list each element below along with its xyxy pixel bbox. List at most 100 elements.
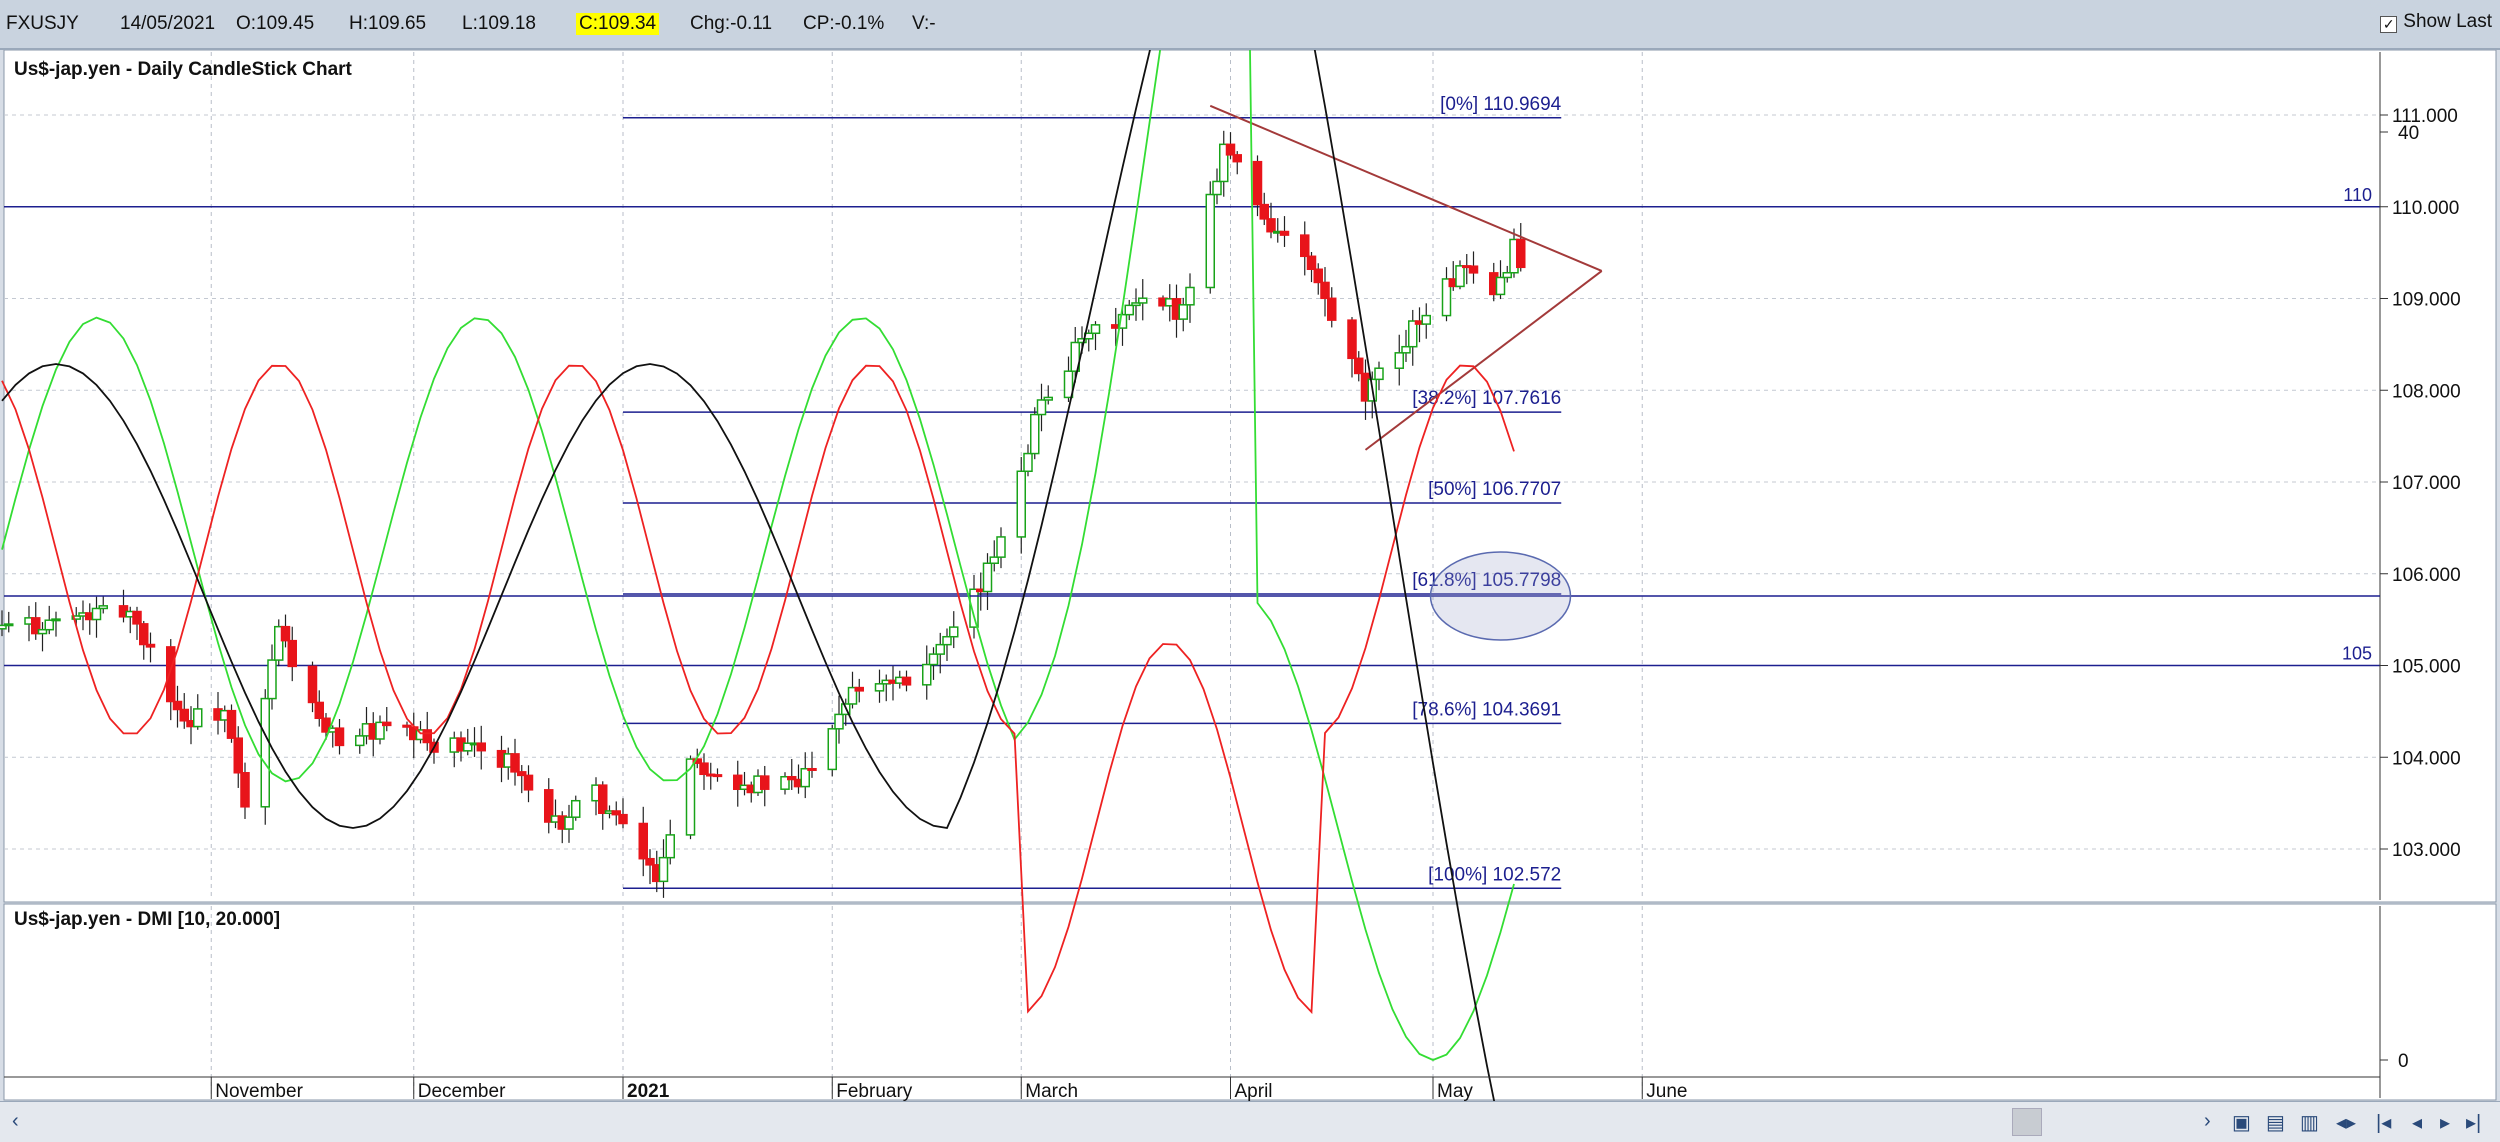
- scroll-right-button[interactable]: ›: [2204, 1110, 2211, 1132]
- fib-label: [0%] 110.9694: [1440, 94, 1562, 115]
- candle-body: [1036, 399, 1047, 416]
- candle-body: [1327, 297, 1337, 321]
- candle-body: [847, 686, 858, 705]
- candle-body: [1023, 452, 1033, 473]
- dmi-tick-label: 40: [2398, 123, 2419, 144]
- candle-body: [935, 643, 945, 655]
- price-tick-label: 108.000: [2392, 381, 2461, 402]
- previous-icon[interactable]: ◂: [2412, 1112, 2423, 1134]
- candle-body: [1495, 276, 1506, 296]
- candle-body: [355, 735, 365, 747]
- month-label: May: [1437, 1081, 1473, 1101]
- candle-body: [31, 617, 41, 635]
- candle-body: [1063, 370, 1074, 399]
- candle-body: [1516, 238, 1526, 269]
- dmi-plus-line: [1, 50, 1515, 1061]
- zoom-icon[interactable]: ▥: [2300, 1112, 2319, 1134]
- candle-body: [226, 709, 237, 739]
- candle-body: [1313, 268, 1323, 284]
- candle-body: [611, 810, 621, 816]
- fib-label: [61.8%] 105.7798: [1412, 570, 1561, 591]
- candle-body: [928, 653, 939, 666]
- print-icon[interactable]: ▣: [2232, 1112, 2251, 1134]
- candle-body: [1016, 470, 1026, 538]
- price-chart-title: Us$-jap.yen - Daily CandleStick Chart: [14, 59, 353, 80]
- candle-body: [0, 624, 7, 630]
- candle-body: [699, 762, 709, 776]
- candle-body: [1300, 234, 1310, 258]
- candle-body: [1374, 367, 1384, 381]
- month-label: February: [836, 1081, 913, 1101]
- candle-body: [1320, 281, 1330, 300]
- candle-body: [1117, 313, 1128, 329]
- trendline: [1209, 104, 1603, 272]
- price-tick-label: 103.000: [2392, 840, 2461, 861]
- symbol-label: FXUSJY: [6, 13, 79, 34]
- show-last-label: Show Last: [2403, 11, 2492, 32]
- candle-body: [949, 626, 959, 638]
- pan-both-icon[interactable]: ◂▸: [2336, 1112, 2357, 1134]
- candle-body: [645, 857, 655, 866]
- fib-label: [100%] 102.572: [1428, 864, 1561, 885]
- candle-body: [1185, 286, 1195, 306]
- price-tick-label: 110.000: [2392, 198, 2459, 219]
- candle-body: [98, 605, 108, 610]
- candle-body: [1441, 278, 1452, 317]
- low-value: L:109.18: [462, 13, 536, 34]
- scrollbar-thumb[interactable]: [2012, 1108, 2042, 1136]
- chart-area[interactable]: [0%] 110.9694 [38.2%] 107.7616 [50%] 106.7…: [0, 50, 2500, 1101]
- candle-body: [193, 708, 203, 728]
- candle-body: [1421, 314, 1431, 325]
- candle-body: [1178, 304, 1188, 320]
- scroll-left-button[interactable]: ‹: [12, 1110, 19, 1132]
- candle-body: [233, 737, 243, 774]
- candle-body: [1354, 357, 1364, 375]
- level-line-label: 110: [2343, 185, 2372, 205]
- candle-body: [139, 623, 149, 646]
- candle-body: [787, 775, 797, 781]
- candle-body: [280, 625, 291, 642]
- dmi-tick-label: 0: [2398, 1051, 2409, 1072]
- candle-body: [179, 708, 189, 722]
- last-page-icon[interactable]: ▸|: [2466, 1112, 2482, 1134]
- fib-label: [50%] 106.7707: [1428, 479, 1561, 500]
- first-page-icon[interactable]: |◂: [2376, 1112, 2392, 1134]
- candle-body: [598, 784, 608, 815]
- candle-body: [982, 562, 993, 593]
- month-label: March: [1025, 1081, 1078, 1101]
- candle-body: [314, 701, 324, 720]
- adx-line: [1, 50, 1496, 1101]
- scroll-toolbar: ‹ › ▣ ▤ ▥ ◂▸ |◂ ◂ ▸ ▸|: [0, 1101, 2500, 1142]
- candle-body: [274, 625, 284, 661]
- candle-body: [942, 635, 952, 646]
- show-last-checkbox[interactable]: ✓: [2380, 16, 2398, 33]
- candle-body: [712, 774, 723, 778]
- candle-body: [260, 697, 270, 808]
- candle-body: [1124, 304, 1134, 316]
- candle-body: [760, 775, 770, 790]
- dmi-chart-title: Us$-jap.yen - DMI [10, 20.000]: [14, 909, 280, 930]
- candle-body: [1394, 352, 1404, 369]
- candle-body: [658, 856, 669, 883]
- candle-body: [517, 771, 527, 777]
- candle-body: [989, 556, 999, 564]
- candle-body: [874, 683, 885, 692]
- candle-body: [1232, 154, 1242, 163]
- candle-body: [145, 643, 156, 648]
- save-icon[interactable]: ▤: [2266, 1112, 2285, 1134]
- change-value: Chg:-0.11: [690, 13, 773, 34]
- candle-body: [1070, 341, 1080, 372]
- candle-body: [91, 607, 102, 621]
- month-label: April: [1235, 1081, 1273, 1101]
- next-icon[interactable]: ▸: [2440, 1112, 2451, 1134]
- candle-body: [1401, 345, 1411, 354]
- candle-body: [267, 659, 277, 700]
- month-label: 2021: [627, 1081, 670, 1101]
- candle-body: [1266, 218, 1276, 233]
- highlight-ellipse: [1429, 551, 1572, 641]
- candle-body: [240, 772, 250, 808]
- high-value: H:109.65: [349, 13, 427, 34]
- month-label: November: [215, 1081, 303, 1101]
- candle-body: [476, 742, 486, 752]
- show-last-toggle[interactable]: ✓ Show Last: [2380, 11, 2492, 33]
